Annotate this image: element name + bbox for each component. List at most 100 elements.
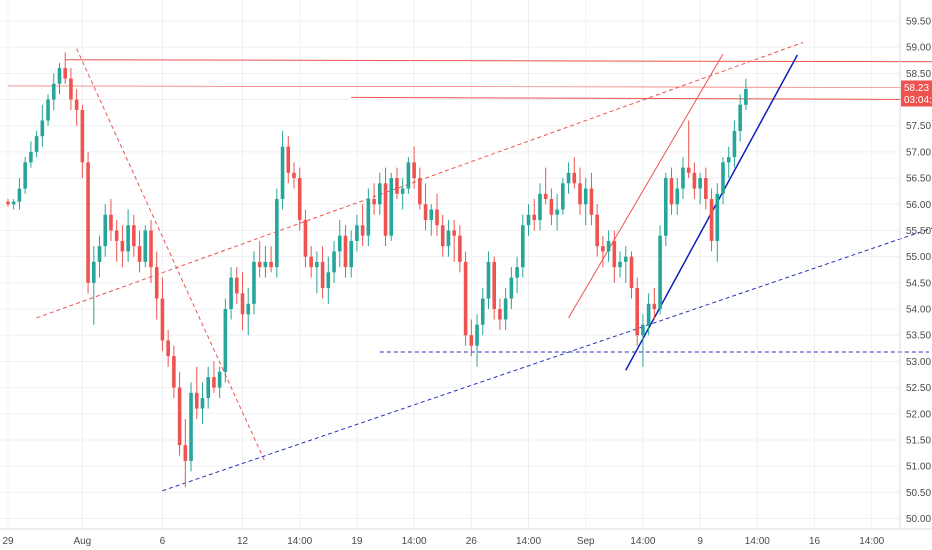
candle	[11, 199, 16, 210]
candle-body	[418, 178, 422, 205]
candle	[658, 225, 662, 315]
time-axis[interactable]: 29 Aug 6 12 14:00 19 14:00 26 14:00 Sep 14:00 9 14:0…	[2, 536, 884, 547]
candle	[166, 329, 170, 367]
trendline[interactable]	[162, 225, 932, 492]
candle	[200, 382, 205, 425]
candle	[332, 240, 336, 283]
trendline[interactable]	[7, 85, 932, 88]
price-badge: 03:04:5	[901, 92, 932, 107]
candle	[429, 204, 434, 236]
candle-body	[172, 356, 176, 388]
candle-body	[315, 261, 319, 268]
time-tick-label: 14:00	[516, 536, 541, 547]
candle-body	[526, 214, 531, 226]
candle-body	[469, 335, 474, 346]
candle	[583, 178, 588, 226]
time-tick-label: 12	[237, 536, 249, 547]
candle-body	[86, 162, 90, 283]
candle-body	[246, 303, 251, 315]
candle-body	[57, 68, 62, 84]
candle	[326, 256, 331, 304]
price-tick-label: 54.50	[906, 278, 931, 289]
time-tick-label: 6	[160, 536, 166, 547]
candle	[698, 172, 702, 205]
price-badge-bg	[901, 80, 932, 95]
candle	[664, 172, 668, 247]
candle-body	[503, 298, 508, 320]
candle	[92, 246, 96, 325]
candle-body	[738, 104, 742, 131]
candle-body	[183, 445, 188, 461]
candle-body	[103, 214, 108, 247]
price-badge: 58.23	[901, 80, 932, 95]
candle-body	[641, 324, 645, 336]
candle-body	[669, 178, 674, 205]
time-tick-label: 14:00	[630, 536, 655, 547]
candle-body	[715, 193, 720, 241]
candle-body	[217, 371, 222, 388]
candle-body	[366, 199, 371, 236]
candle-body	[555, 209, 559, 215]
candle	[744, 78, 748, 110]
candle-body	[154, 267, 159, 299]
price-tick-label: 59.50	[906, 16, 931, 27]
candle-body	[109, 214, 113, 231]
candle	[395, 167, 399, 200]
candle-body	[389, 178, 394, 236]
candle-body	[566, 172, 571, 184]
candle-body	[618, 261, 622, 268]
candle	[132, 214, 136, 257]
candle-body	[744, 89, 748, 105]
candle-body	[137, 246, 142, 262]
time-tick-label: Sep	[577, 536, 595, 547]
price-tick-label: 57.00	[906, 147, 931, 158]
candle-body	[372, 199, 376, 205]
candle-body	[343, 235, 348, 268]
candle	[498, 298, 502, 330]
candle	[469, 319, 474, 357]
trendline[interactable]	[568, 53, 724, 319]
candle	[492, 256, 496, 320]
candle-body	[509, 277, 514, 299]
time-tick-label: 9	[697, 536, 703, 547]
candle-body	[395, 178, 399, 194]
candle	[423, 183, 428, 231]
candle-body	[629, 256, 634, 289]
candle	[292, 162, 296, 189]
candle	[463, 251, 468, 346]
candle-body	[595, 214, 599, 247]
candle	[738, 94, 742, 142]
candle	[40, 104, 45, 147]
candle-body	[446, 230, 451, 247]
candle-body	[732, 130, 737, 158]
candle	[475, 314, 479, 367]
candle	[646, 293, 651, 336]
candle	[23, 157, 27, 194]
candle-body	[143, 230, 148, 262]
price-tick-label: 52.00	[906, 409, 931, 420]
candle-body	[704, 178, 708, 200]
candle	[51, 73, 56, 110]
candle	[103, 204, 108, 257]
time-tick-label: 14:00	[402, 536, 427, 547]
candle	[29, 141, 33, 168]
candle-body	[269, 261, 273, 268]
time-tick-label: Aug	[73, 536, 91, 547]
price-tick-label: 52.50	[906, 383, 931, 394]
trendline[interactable]	[76, 48, 266, 463]
candle-body	[212, 377, 216, 388]
candle	[309, 246, 313, 278]
candle	[343, 225, 348, 278]
candle-body	[635, 288, 639, 336]
candle	[383, 167, 388, 247]
candle	[172, 345, 176, 399]
price-tick-label: 58.50	[906, 69, 931, 80]
candle	[137, 230, 142, 273]
candle	[378, 172, 382, 215]
candle	[549, 188, 554, 226]
candle	[46, 94, 50, 126]
candle-body	[229, 277, 233, 310]
candle-body	[480, 298, 485, 325]
